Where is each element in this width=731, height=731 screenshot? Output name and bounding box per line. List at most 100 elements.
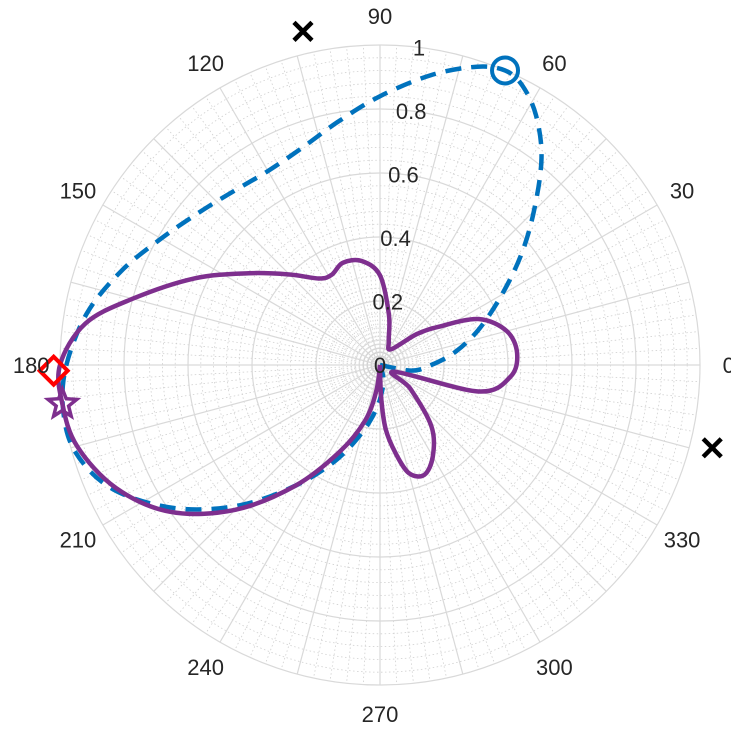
r-tick-label: 0.2: [373, 289, 404, 314]
minor-angular-gridline: [379, 364, 569, 625]
minor-angular-gridline: [346, 46, 381, 366]
minor-angular-gridline: [379, 364, 496, 664]
theta-tick-label: 330: [664, 527, 701, 552]
minor-angular-gridline: [379, 72, 511, 366]
minor-angular-gridline: [379, 364, 447, 679]
minor-angular-gridline: [249, 72, 381, 366]
minor-angular-gridline: [379, 364, 595, 604]
theta-tick-label: 240: [187, 655, 224, 680]
minor-angular-gridline: [94, 364, 381, 511]
angular-gridline: [379, 55, 464, 366]
minor-angular-gridline: [234, 79, 381, 366]
minor-angular-gridline: [379, 66, 496, 366]
angular-gridline: [102, 204, 381, 366]
minor-angular-gridline: [280, 60, 381, 366]
minor-angular-gridline: [379, 314, 697, 366]
angular-gridline: [379, 364, 607, 592]
minor-angular-gridline: [379, 96, 555, 366]
minor-angular-gridline: [379, 364, 673, 496]
minor-angular-gridline: [249, 364, 381, 658]
minor-angular-gridline: [141, 150, 381, 366]
minor-angular-gridline: [379, 364, 414, 684]
minor-angular-gridline: [313, 51, 381, 366]
polar-grid: [59, 44, 701, 686]
angular-gridline: [379, 87, 541, 366]
minor-angular-gridline: [329, 48, 381, 366]
minor-angular-gridline: [264, 66, 381, 366]
minor-angular-gridline: [379, 364, 640, 554]
minor-angular-gridline: [346, 364, 381, 684]
circle-marker: [490, 55, 521, 86]
angular-gridline: [219, 364, 381, 643]
minor-angular-gridline: [379, 331, 699, 366]
minor-angular-gridline: [379, 364, 555, 634]
minor-angular-gridline: [379, 116, 582, 366]
minor-angular-gridline: [379, 364, 582, 614]
diamond-marker: [36, 353, 71, 388]
angular-gridline: [379, 204, 658, 366]
angular-gridline: [219, 87, 381, 366]
minor-angular-gridline: [379, 219, 666, 366]
theta-tick-label: 150: [60, 179, 97, 204]
theta-tick-label: 270: [362, 702, 399, 727]
minor-angular-gridline: [379, 46, 414, 366]
theta-tick-label: 60: [542, 51, 566, 76]
minor-angular-gridline: [379, 60, 480, 366]
minor-angular-gridline: [66, 364, 381, 432]
minor-angular-gridline: [379, 249, 679, 366]
minor-angular-gridline: [379, 364, 666, 511]
r-tick-label: 0.4: [380, 226, 411, 251]
minor-angular-gridline: [379, 105, 569, 366]
minor-angular-gridline: [165, 126, 381, 366]
theta-tick-label: 120: [187, 51, 224, 76]
minor-angular-gridline: [379, 364, 480, 670]
minor-angular-gridline: [94, 219, 381, 366]
theta-tick-label: 90: [368, 4, 392, 29]
angular-gridline: [70, 281, 381, 366]
theta-tick-label: 300: [536, 655, 573, 680]
minor-angular-gridline: [379, 79, 526, 366]
angular-gridline: [379, 364, 658, 526]
minor-angular-gridline: [379, 364, 679, 481]
minor-angular-gridline: [87, 234, 381, 366]
series-layer: [56, 64, 544, 517]
minor-angular-gridline: [362, 45, 381, 366]
theta-tick-label: 210: [60, 527, 97, 552]
minor-angular-gridline: [379, 265, 685, 366]
theta-tick-label: 30: [670, 179, 694, 204]
angular-gridline: [379, 281, 690, 366]
minor-angular-gridline: [205, 364, 381, 634]
minor-angular-gridline: [165, 364, 381, 604]
minor-angular-gridline: [379, 364, 699, 399]
minor-angular-gridline: [379, 51, 447, 366]
minor-angular-gridline: [379, 45, 398, 366]
minor-angular-gridline: [379, 234, 673, 366]
minor-angular-gridline: [379, 347, 700, 366]
r-tick-label: 0: [374, 353, 386, 378]
minor-angular-gridline: [81, 364, 381, 481]
minor-angular-gridline: [87, 364, 381, 496]
minor-angular-gridline: [81, 249, 381, 366]
minor-angular-gridline: [280, 364, 381, 670]
minor-angular-gridline: [111, 364, 381, 540]
minor-angular-gridline: [234, 364, 381, 651]
minor-angular-gridline: [120, 364, 381, 554]
x-marker: [292, 20, 314, 42]
minor-angular-gridline: [60, 347, 381, 366]
r-tick-label: 0.8: [396, 99, 427, 124]
angular-gridline: [296, 55, 381, 366]
series-line-solid: [56, 257, 520, 517]
minor-angular-gridline: [75, 364, 381, 465]
r-tick-label: 0.6: [388, 162, 419, 187]
minor-angular-gridline: [379, 190, 649, 366]
minor-angular-gridline: [60, 364, 381, 383]
marker-layer: [36, 20, 723, 459]
minor-angular-gridline: [141, 364, 381, 580]
minor-angular-gridline: [61, 364, 381, 399]
r-tick-label: 1: [413, 35, 425, 60]
minor-angular-gridline: [379, 364, 431, 682]
minor-angular-gridline: [379, 298, 694, 366]
angular-gridline: [379, 364, 541, 643]
minor-angular-gridline: [131, 163, 381, 366]
